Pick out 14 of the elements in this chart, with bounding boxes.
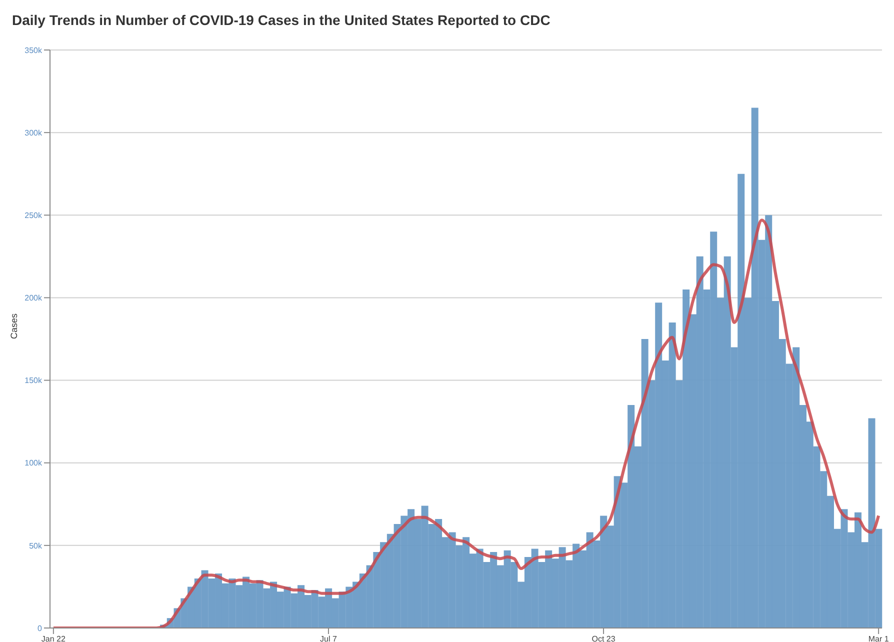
x-tick-label: Mar 1	[868, 634, 890, 642]
y-axis-title: Cases	[9, 312, 20, 339]
x-tick-label: Jan 22	[41, 634, 66, 642]
y-tick-label: 350k	[24, 46, 43, 55]
y-tick-label: 100k	[24, 458, 43, 468]
x-tick-label: Oct 23	[592, 634, 616, 642]
y-tick-label: 50k	[29, 541, 43, 550]
x-tick-label: Jul 7	[320, 634, 338, 642]
y-tick-label: 300k	[24, 128, 43, 138]
y-tick-label: 0	[38, 624, 43, 633]
y-tick-label: 250k	[24, 210, 43, 220]
y-tick-label: 200k	[24, 294, 43, 303]
y-tick-label: 150k	[24, 376, 43, 386]
chart-title: Daily Trends in Number of COVID-19 Cases in the United States Reported to CDC	[11, 11, 552, 30]
